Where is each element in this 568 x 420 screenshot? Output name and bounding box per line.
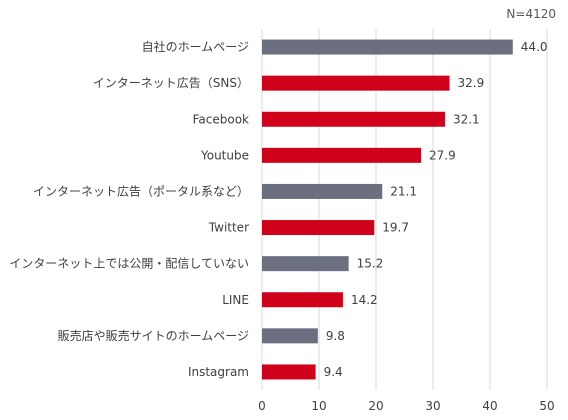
value-label: 44.0 bbox=[521, 40, 548, 54]
x-tick-label: 20 bbox=[368, 399, 383, 413]
bar bbox=[262, 39, 513, 55]
value-label: 32.1 bbox=[453, 112, 480, 126]
value-label: 19.7 bbox=[382, 221, 409, 235]
category-label: 販売店や販売サイトのホームページ bbox=[58, 328, 249, 343]
x-tick-label: 0 bbox=[258, 399, 266, 413]
category-label: インターネット広告（ポータル系など） bbox=[33, 184, 249, 198]
value-label: 27.9 bbox=[429, 148, 456, 162]
bars bbox=[262, 39, 513, 380]
value-label: 21.1 bbox=[390, 184, 417, 198]
value-label: 9.4 bbox=[324, 365, 343, 379]
bar bbox=[262, 111, 445, 127]
bar bbox=[262, 147, 422, 163]
x-axis-ticks: 0 10 20 30 40 50 bbox=[258, 399, 554, 413]
bar bbox=[262, 364, 316, 380]
category-label: Youtube bbox=[200, 148, 249, 162]
category-label: インターネット広告（SNS） bbox=[93, 76, 249, 90]
category-label: Instagram bbox=[188, 365, 249, 379]
value-label: 32.9 bbox=[458, 76, 485, 90]
x-tick-label: 30 bbox=[425, 399, 440, 413]
bar bbox=[262, 183, 383, 199]
bar bbox=[262, 328, 318, 344]
bar bbox=[262, 220, 375, 236]
bar bbox=[262, 75, 450, 91]
category-label: LINE bbox=[222, 293, 249, 307]
value-label: 15.2 bbox=[357, 257, 384, 271]
category-label: Facebook bbox=[193, 112, 249, 126]
value-label: 9.8 bbox=[326, 329, 345, 343]
value-labels: 44.0 32.9 32.1 27.9 21.1 19.7 15.2 14.2 9.8 9.4 bbox=[324, 40, 548, 379]
x-tick-label: 40 bbox=[482, 399, 497, 413]
bar bbox=[262, 256, 349, 272]
category-label: Twitter bbox=[208, 221, 249, 235]
x-tick-label: 50 bbox=[539, 399, 554, 413]
bar bbox=[262, 292, 343, 308]
category-label: 自社のホームページ bbox=[142, 39, 249, 54]
sample-size-note: N=4120 bbox=[506, 7, 556, 21]
category-label: インターネット上では公開・配信していない bbox=[9, 257, 249, 271]
x-tick-label: 10 bbox=[311, 399, 326, 413]
value-label: 14.2 bbox=[351, 293, 378, 307]
